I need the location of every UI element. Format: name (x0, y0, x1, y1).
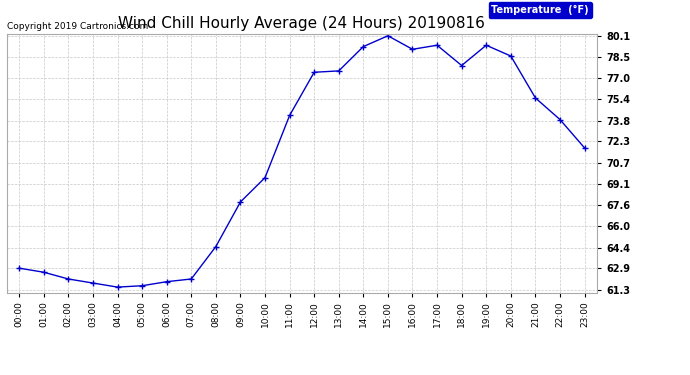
Legend: Temperature  (°F): Temperature (°F) (489, 2, 592, 18)
Title: Wind Chill Hourly Average (24 Hours) 20190816: Wind Chill Hourly Average (24 Hours) 201… (119, 16, 485, 31)
Text: Copyright 2019 Cartronics.com: Copyright 2019 Cartronics.com (7, 22, 148, 31)
